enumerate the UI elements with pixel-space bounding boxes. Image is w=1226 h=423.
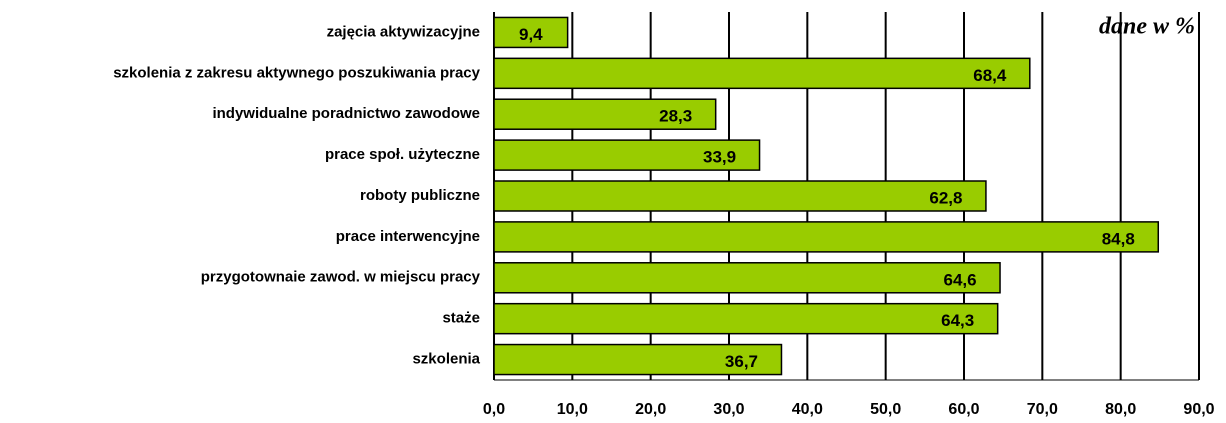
y-tick-label: indywidualne poradnictwo zawodowe	[212, 105, 480, 122]
bar	[493, 16, 569, 49]
y-tick-label: roboty publiczne	[360, 187, 480, 204]
annotation: dane w %	[1099, 14, 1195, 40]
bar	[493, 180, 987, 212]
value-label: 36,7	[725, 352, 758, 371]
x-tick-label: 40,0	[792, 401, 823, 418]
value-label: 33,9	[703, 148, 736, 167]
value-label: 64,6	[943, 270, 976, 289]
value-label: 28,3	[659, 107, 692, 126]
bar	[493, 262, 1001, 294]
x-tick-label: 60,0	[948, 401, 979, 418]
x-tick-label: 10,0	[557, 401, 588, 418]
y-tick-label: przygotownaie zawod. w miejscu pracy	[201, 269, 481, 286]
x-tick-label: 30,0	[713, 401, 744, 418]
y-tick-label: staże	[442, 310, 480, 327]
bar	[493, 139, 761, 171]
bar	[493, 343, 783, 376]
bar	[493, 302, 999, 335]
y-tick-label: prace interwencyjne	[336, 228, 480, 245]
x-tick-label: 50,0	[870, 401, 901, 418]
bar	[493, 57, 1031, 90]
y-tick-label: prace społ. użyteczne	[325, 146, 480, 163]
x-tick-label: 70,0	[1027, 401, 1058, 418]
y-tick-label: szkolenia	[412, 351, 480, 368]
value-label: 64,3	[941, 311, 974, 330]
value-label: 9,4	[519, 25, 543, 44]
y-tick-label: szkolenia z zakresu aktywnego poszukiwan…	[113, 64, 480, 81]
y-tick-label: zajęcia aktywizacyjne	[327, 23, 480, 40]
value-label: 84,8	[1102, 229, 1135, 248]
x-tick-label: 80,0	[1105, 401, 1136, 418]
x-tick-label: 20,0	[635, 401, 666, 418]
x-tick-label: 0,0	[483, 401, 505, 418]
value-label: 62,8	[929, 188, 962, 207]
x-tick-label: 90,0	[1183, 401, 1214, 418]
bar	[493, 221, 1160, 253]
bar	[493, 98, 717, 130]
value-label: 68,4	[973, 66, 1007, 85]
